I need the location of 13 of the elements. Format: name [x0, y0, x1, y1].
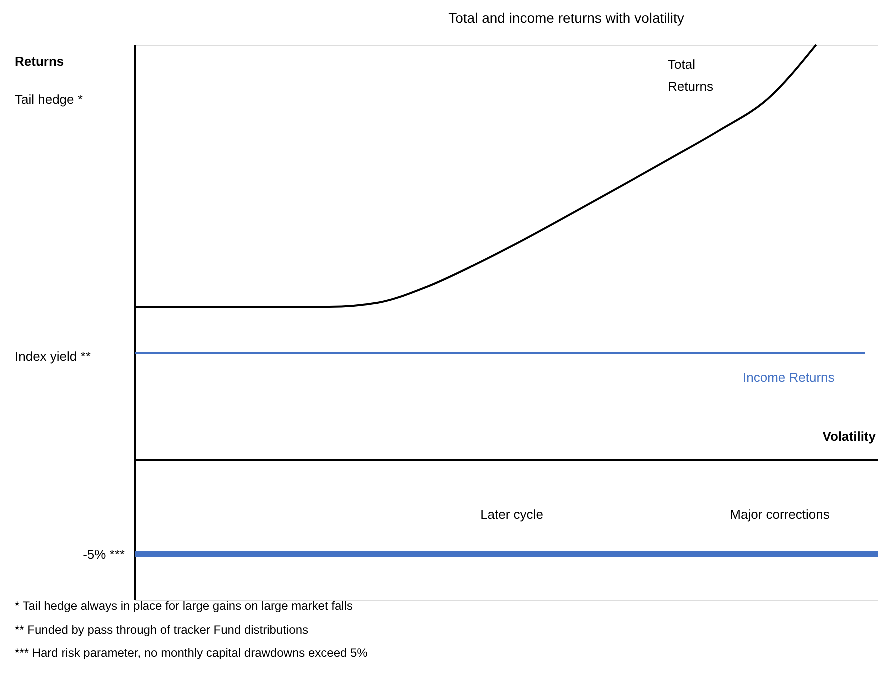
series-label: Income Returns	[743, 370, 836, 385]
text: -5% ***	[83, 547, 125, 562]
text: ** Funded by pass through of tracker Fund distributions	[15, 623, 308, 637]
text: *** Hard risk parameter, no monthly capital drawdowns exceed 5%	[15, 646, 368, 660]
text: * Tail hedge always in place for large gains on large market falls	[15, 599, 353, 613]
text: Returns	[15, 54, 64, 69]
x-axis-title: Volatility	[822, 429, 877, 444]
text: Tail hedge *	[15, 92, 83, 107]
text: Index yield **	[15, 349, 91, 364]
text: Later cycle	[480, 507, 544, 522]
chart-title: Total and income returns with volatility	[448, 10, 684, 26]
text: Total Returns	[668, 57, 714, 94]
text: Major corrections	[730, 507, 830, 522]
